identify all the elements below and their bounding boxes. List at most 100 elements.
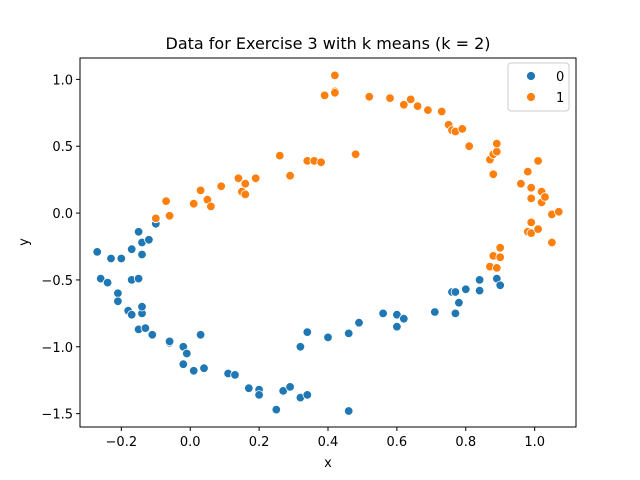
point-series-0-15 [137, 249, 147, 260]
point-series-1-21 [330, 70, 340, 81]
point-series-0-25 [178, 359, 189, 369]
point-series-1-8 [233, 173, 244, 184]
point-series-0-3 [106, 253, 116, 264]
point-series-1-52 [533, 156, 543, 166]
x-axis-ticks: −0.2 0.0 0.2 0.4 0.6 0.8 1.0 [106, 427, 545, 450]
legend-box [507, 62, 570, 112]
point-series-1-7 [216, 181, 226, 192]
point-series-1-11 [240, 178, 251, 189]
point-series-0-52 [450, 287, 461, 297]
point-series-1-23 [364, 92, 375, 102]
point-series-0-5 [113, 296, 123, 307]
point-series-0-32 [244, 383, 254, 393]
point-series-0-46 [378, 308, 388, 319]
point-series-1-4 [195, 185, 206, 196]
y-tick-label: 0.0 [52, 207, 73, 222]
data-points [92, 70, 564, 416]
point-series-1-56 [540, 192, 550, 202]
point-series-0-20 [147, 330, 158, 340]
point-series-0-42 [323, 332, 333, 343]
x-tick-label: −0.2 [106, 435, 138, 450]
plot-frame [79, 57, 577, 428]
point-series-1-1 [161, 196, 171, 206]
point-series-1-0 [151, 213, 161, 224]
point-series-1-24 [385, 93, 395, 103]
x-tick-label: 1.0 [524, 435, 545, 450]
point-series-1-53 [533, 224, 543, 234]
point-series-1-25 [399, 100, 409, 110]
point-series-0-6 [116, 253, 127, 264]
point-series-1-33 [457, 124, 468, 134]
point-series-0-45 [354, 318, 364, 328]
point-series-1-12 [250, 173, 261, 184]
x-tick-label: 0.8 [455, 435, 476, 450]
point-series-0-27 [188, 366, 199, 376]
point-series-1-28 [423, 105, 433, 115]
point-series-0-57 [474, 275, 485, 285]
point-series-1-36 [488, 169, 499, 180]
point-series-1-34 [464, 141, 474, 151]
point-series-1-40 [495, 243, 505, 253]
y-tick-label: 0.5 [52, 140, 73, 155]
y-tick-label: −0.5 [41, 274, 73, 289]
point-series-0-36 [278, 386, 288, 396]
point-series-1-18 [319, 90, 330, 101]
point-series-1-14 [285, 170, 295, 181]
chart-title: Data for Exercise 3 with k means (k = 2) [166, 34, 491, 53]
point-series-0-34 [254, 390, 264, 400]
point-series-0-29 [199, 363, 209, 373]
point-series-1-43 [492, 263, 502, 273]
point-series-0-50 [430, 307, 440, 317]
point-series-0-41 [302, 390, 313, 400]
x-tick-label: 0.4 [318, 435, 339, 450]
point-series-0-28 [195, 330, 206, 340]
legend-marker-0 [526, 71, 536, 81]
point-series-0-23 [164, 336, 175, 347]
point-series-0-8 [126, 310, 137, 320]
point-series-1-51 [526, 193, 536, 204]
point-series-1-26 [406, 94, 416, 105]
point-series-1-10 [240, 189, 251, 200]
legend: 0 1 [507, 62, 570, 112]
x-tick-label: 0.6 [387, 435, 408, 450]
point-series-0-12 [133, 273, 144, 284]
point-series-1-49 [526, 228, 536, 238]
point-series-1-44 [495, 252, 505, 262]
point-series-1-6 [206, 201, 216, 212]
point-series-0-53 [450, 308, 461, 319]
point-series-1-27 [412, 101, 423, 111]
point-series-0-26 [182, 348, 192, 359]
legend-label-0: 0 [556, 70, 564, 85]
x-tick-label: 0.2 [249, 435, 270, 450]
y-axis-ticks: −1.5 −1.0 −0.5 0.0 0.5 1.0 [41, 73, 80, 423]
point-series-0-1 [95, 273, 106, 284]
point-series-1-17 [316, 157, 326, 168]
point-series-0-2 [102, 277, 113, 288]
point-series-0-44 [344, 406, 354, 416]
point-series-0-19 [144, 235, 154, 245]
point-series-0-54 [454, 298, 464, 308]
point-series-1-46 [523, 166, 533, 177]
point-series-0-37 [285, 382, 295, 392]
point-series-0-18 [140, 323, 151, 333]
point-series-0-55 [461, 284, 471, 295]
point-series-0-39 [295, 342, 306, 352]
y-axis-label: y [17, 238, 32, 246]
point-series-1-59 [554, 207, 564, 217]
point-series-0-31 [230, 370, 240, 380]
point-series-0-35 [271, 404, 282, 415]
point-series-0-4 [113, 288, 123, 299]
point-series-1-20 [330, 88, 340, 98]
point-series-1-2 [164, 211, 175, 221]
point-series-0-17 [133, 227, 144, 237]
point-series-1-3 [188, 198, 199, 209]
point-series-1-38 [492, 146, 502, 157]
x-tick-label: 0.0 [180, 435, 201, 450]
point-series-0-47 [392, 310, 402, 320]
point-series-0-59 [495, 280, 505, 291]
point-series-0-49 [399, 314, 409, 324]
point-series-0-40 [302, 327, 313, 337]
point-series-0-0 [92, 247, 102, 257]
